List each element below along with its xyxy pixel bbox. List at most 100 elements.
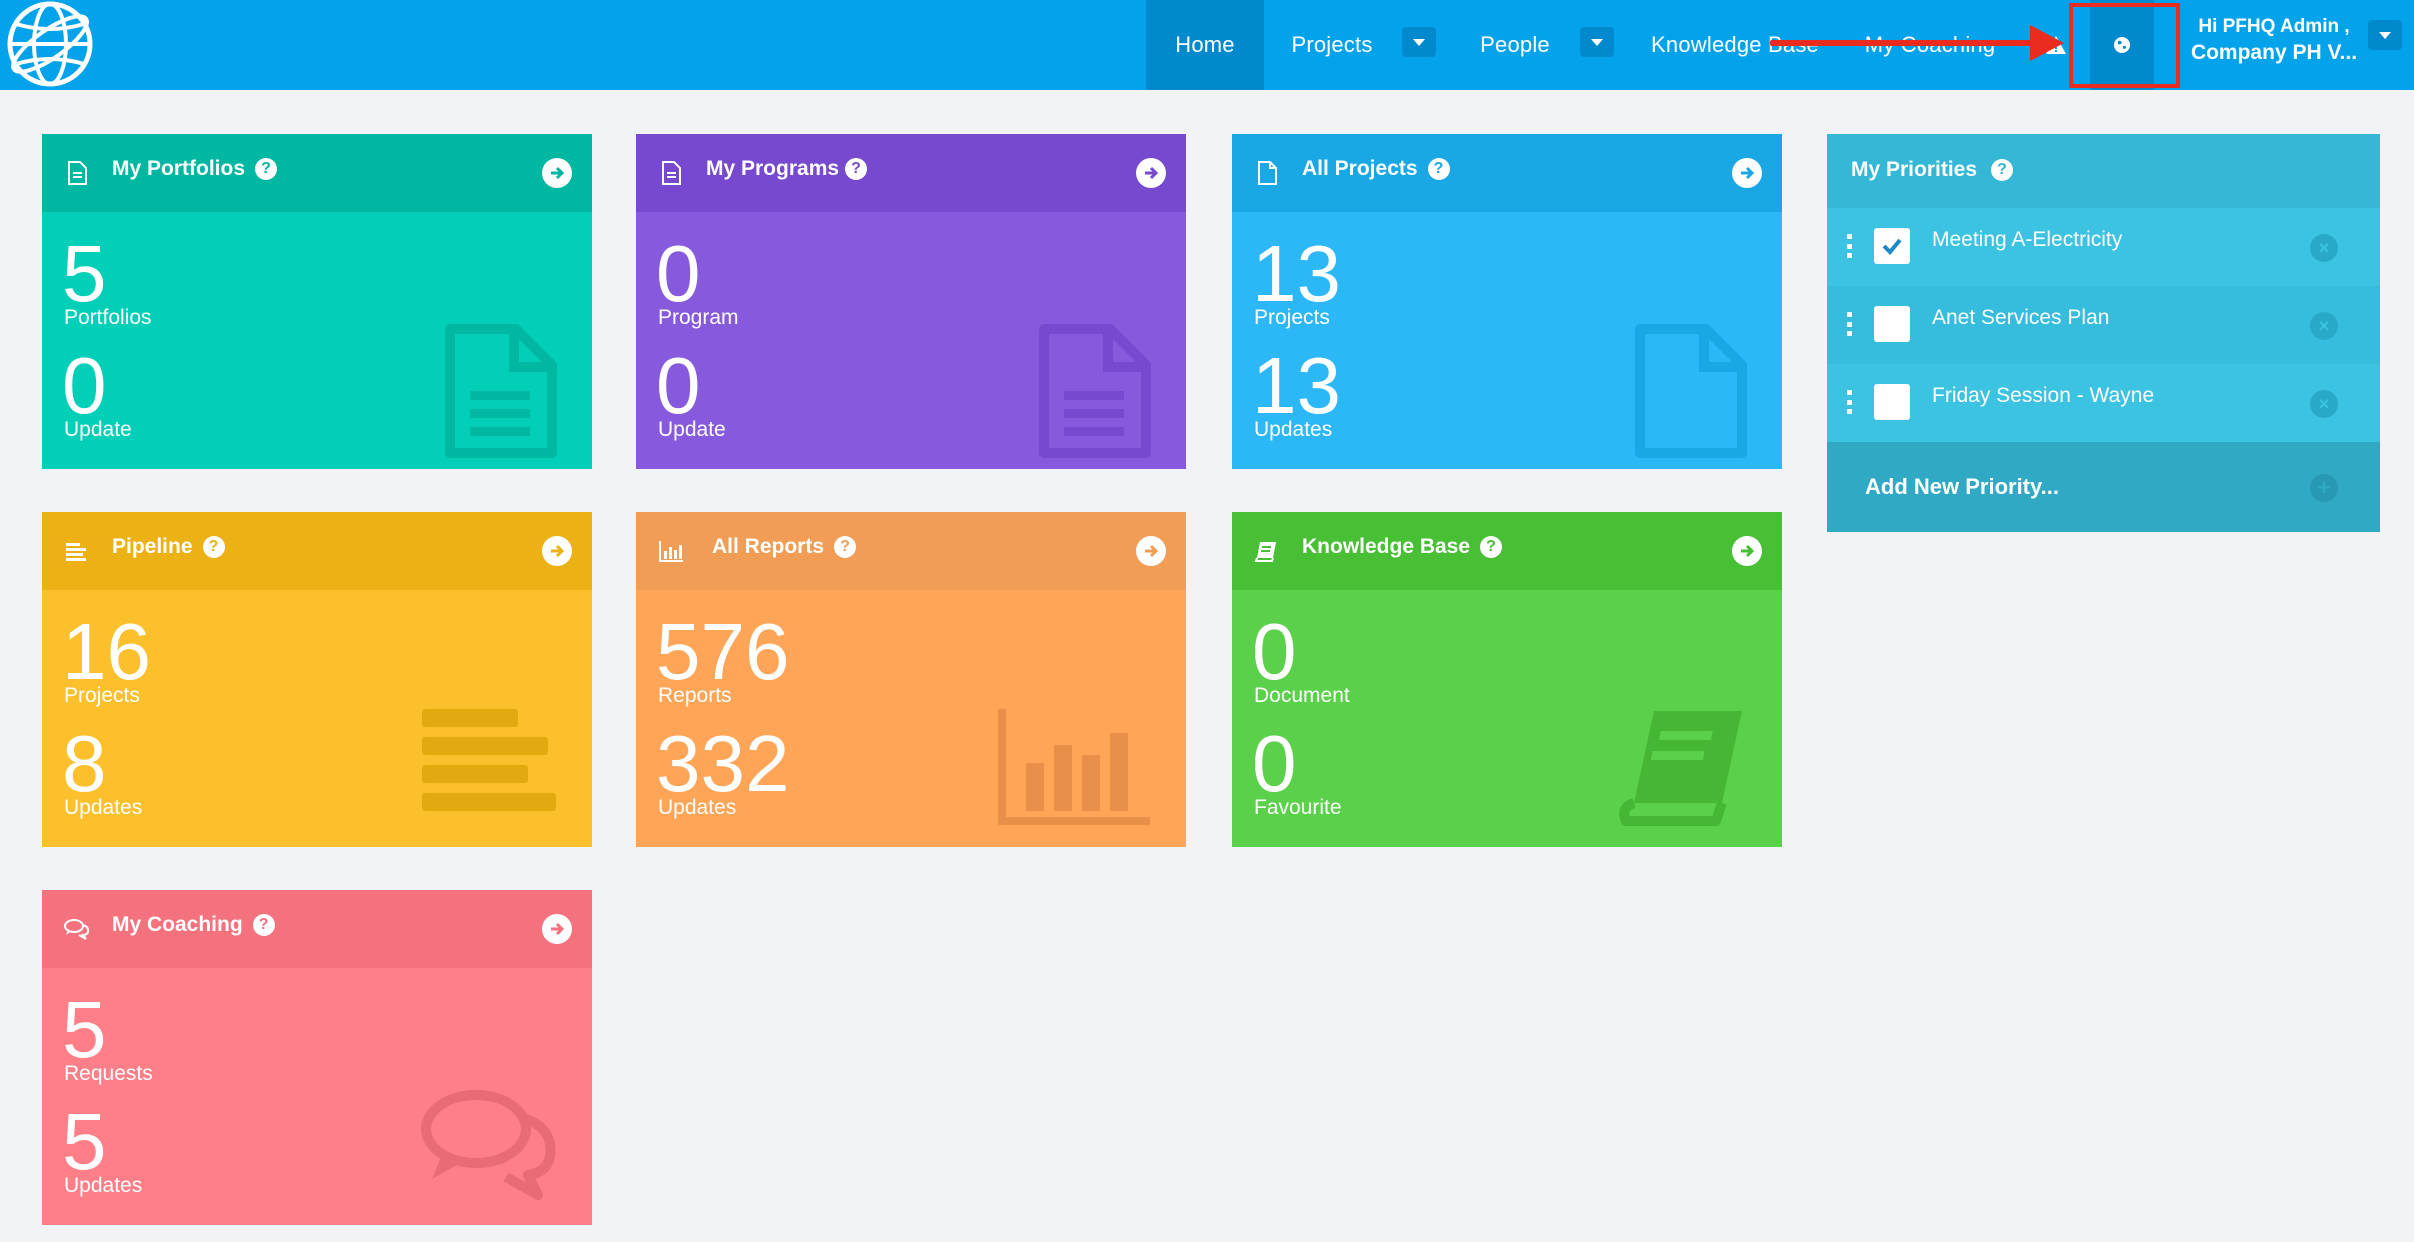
comments-icon bbox=[64, 919, 90, 940]
tile-my-programs[interactable]: My Programs? 0 Program 0 Update bbox=[636, 134, 1186, 469]
projects-label: Projects bbox=[1254, 306, 1330, 329]
tile-title: Knowledge Base bbox=[1302, 535, 1471, 558]
tile-header: My Portfolios? bbox=[42, 134, 592, 212]
coaching-updates-count: 5 bbox=[62, 1097, 107, 1186]
my-priorities-panel: My Priorities? Meeting A-Electricity × A… bbox=[1827, 134, 2380, 532]
help-icon[interactable]: ? bbox=[255, 158, 278, 180]
arrow-right-circle-icon[interactable] bbox=[542, 158, 572, 188]
tile-all-projects[interactable]: All Projects? 13 Projects 13 Updates bbox=[1232, 134, 1782, 469]
drag-handle-icon[interactable] bbox=[1847, 390, 1853, 414]
arrow-right-circle-icon[interactable] bbox=[1732, 158, 1762, 188]
pipeline-projects-label: Projects bbox=[64, 684, 140, 707]
tile-header: Knowledge Base? bbox=[1232, 512, 1782, 590]
project-updates-count: 13 bbox=[1252, 341, 1341, 430]
help-icon[interactable]: ? bbox=[1991, 159, 2014, 181]
comments-watermark-icon bbox=[421, 1090, 556, 1200]
program-updates-count: 0 bbox=[656, 341, 701, 430]
arrow-right-circle-icon[interactable] bbox=[542, 914, 572, 944]
projects-dropdown-button[interactable] bbox=[1402, 27, 1436, 57]
tile-title: Pipeline bbox=[112, 535, 193, 558]
language-globe-button[interactable] bbox=[2090, 0, 2154, 90]
remove-priority-icon[interactable]: × bbox=[2310, 234, 2338, 262]
tile-header: My Programs? bbox=[636, 134, 1186, 212]
chevron-down-icon bbox=[1413, 38, 1425, 46]
nav-projects[interactable]: Projects bbox=[1291, 32, 1373, 57]
pipeline-updates-label: Updates bbox=[64, 796, 143, 819]
portfolio-updates-count: 0 bbox=[62, 341, 107, 430]
tile-title: All Reports bbox=[712, 535, 825, 558]
reports-label: Reports bbox=[658, 684, 732, 707]
tile-title: My Portfolios bbox=[112, 157, 246, 180]
tile-my-coaching[interactable]: My Coaching? 5 Requests 5 Updates bbox=[42, 890, 592, 1225]
priority-checkbox[interactable] bbox=[1874, 306, 1910, 342]
user-dropdown-button[interactable] bbox=[2368, 20, 2402, 50]
priority-checkbox[interactable] bbox=[1874, 384, 1910, 420]
arrow-right-circle-icon[interactable] bbox=[1136, 158, 1166, 188]
nav-home[interactable]: Home bbox=[1146, 0, 1264, 90]
plus-icon[interactable]: + bbox=[2310, 474, 2338, 502]
projects-count: 13 bbox=[1252, 229, 1341, 318]
document-watermark-icon bbox=[1039, 324, 1151, 458]
tile-all-reports[interactable]: All Reports? 576 Reports 332 Updates bbox=[636, 512, 1186, 847]
coaching-requests-label: Requests bbox=[64, 1062, 153, 1085]
drag-handle-icon[interactable] bbox=[1847, 312, 1853, 336]
project-updates-label: Updates bbox=[1254, 418, 1333, 441]
tile-pipeline[interactable]: Pipeline? 16 Projects 8 Updates bbox=[42, 512, 592, 847]
tile-knowledge-base[interactable]: Knowledge Base? 0 Document 0 Favourite bbox=[1232, 512, 1782, 847]
priority-checkbox[interactable] bbox=[1874, 228, 1910, 264]
add-priority-row[interactable]: Add New Priority... + bbox=[1827, 442, 2380, 532]
tile-header: All Reports? bbox=[636, 512, 1186, 590]
programs-label: Program bbox=[658, 306, 739, 329]
user-menu[interactable]: Hi PFHQ Admin , Company PH V... bbox=[2180, 14, 2368, 66]
priority-item[interactable]: Anet Services Plan × bbox=[1827, 286, 2380, 364]
arrow-right-circle-icon[interactable] bbox=[1732, 536, 1762, 566]
user-greeting-text: Hi PFHQ Admin , bbox=[2198, 16, 2350, 37]
add-priority-label[interactable]: Add New Priority... bbox=[1865, 474, 2059, 499]
arrow-right-circle-icon[interactable] bbox=[1136, 536, 1166, 566]
user-company-text: Company PH V... bbox=[2190, 41, 2358, 64]
nav-people[interactable]: People bbox=[1480, 32, 1550, 57]
tile-my-portfolios[interactable]: My Portfolios? 5 Portfolios 0 Update bbox=[42, 134, 592, 469]
document-watermark-icon bbox=[445, 324, 557, 458]
tile-header: All Projects? bbox=[1232, 134, 1782, 212]
priority-text: Friday Session - Wayne bbox=[1932, 384, 2155, 407]
chevron-down-icon bbox=[1591, 38, 1603, 46]
align-left-icon bbox=[66, 543, 86, 561]
programs-count: 0 bbox=[656, 229, 701, 318]
documents-label: Document bbox=[1254, 684, 1350, 707]
priority-item[interactable]: Meeting A-Electricity × bbox=[1827, 208, 2380, 286]
help-icon[interactable]: ? bbox=[1427, 158, 1450, 180]
bar-chart-watermark-icon bbox=[998, 709, 1150, 825]
remove-priority-icon[interactable]: × bbox=[2310, 390, 2338, 418]
annotation-arrow-head bbox=[2030, 25, 2064, 61]
globe-icon bbox=[2114, 37, 2130, 53]
priorities-header: My Priorities? bbox=[1827, 134, 2380, 208]
check-icon bbox=[1882, 238, 1902, 255]
drag-handle-icon[interactable] bbox=[1847, 234, 1853, 258]
globe-logo-icon[interactable] bbox=[4, 0, 96, 88]
priority-item[interactable]: Friday Session - Wayne × bbox=[1827, 364, 2380, 442]
portfolios-count: 5 bbox=[62, 229, 107, 318]
annotation-arrow-line bbox=[1770, 40, 2040, 46]
bar-chart-icon bbox=[659, 541, 683, 562]
help-icon[interactable]: ? bbox=[252, 914, 275, 936]
coaching-requests-count: 5 bbox=[62, 985, 107, 1074]
remove-priority-icon[interactable]: × bbox=[2310, 312, 2338, 340]
arrow-right-circle-icon[interactable] bbox=[542, 536, 572, 566]
document-icon bbox=[68, 161, 87, 185]
documents-count: 0 bbox=[1252, 607, 1297, 696]
help-icon[interactable]: ? bbox=[834, 536, 857, 558]
help-icon[interactable]: ? bbox=[202, 536, 225, 558]
reports-count: 576 bbox=[656, 607, 790, 696]
tile-header: My Coaching? bbox=[42, 890, 592, 968]
priorities-title: My Priorities bbox=[1851, 158, 1978, 181]
favourites-count: 0 bbox=[1252, 719, 1297, 808]
portfolios-label: Portfolios bbox=[64, 306, 152, 329]
help-icon[interactable]: ? bbox=[1480, 536, 1503, 558]
book-watermark-icon bbox=[1619, 711, 1742, 826]
report-updates-label: Updates bbox=[658, 796, 737, 819]
document-icon bbox=[662, 161, 681, 185]
people-dropdown-button[interactable] bbox=[1580, 27, 1614, 57]
chevron-down-icon bbox=[2379, 31, 2391, 39]
help-icon[interactable]: ? bbox=[845, 158, 868, 180]
